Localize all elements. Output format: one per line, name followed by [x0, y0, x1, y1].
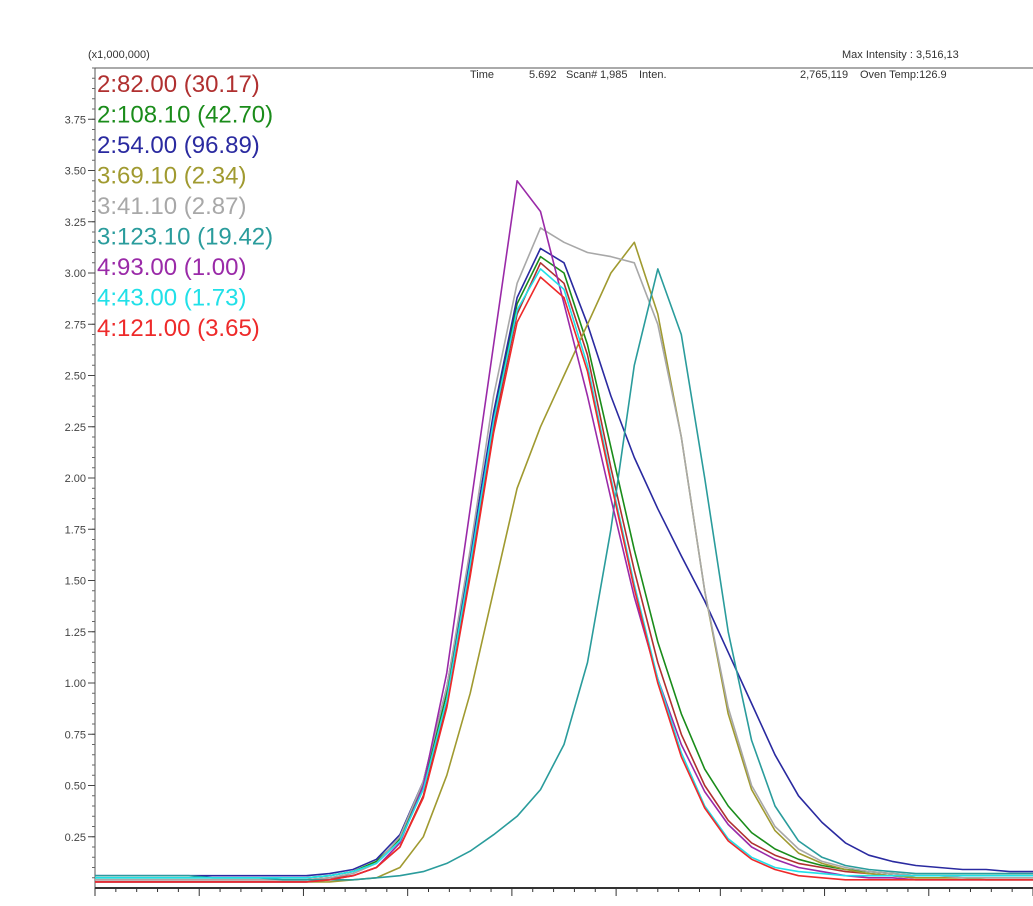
y-tick-label: 1.75	[65, 524, 86, 536]
legend-entry-5: 3:41.10 (2.87)	[97, 193, 246, 220]
oven-temp-label: Oven Temp:126.9	[860, 69, 947, 81]
y-tick-label: 3.25	[65, 217, 86, 229]
scan-label: Scan#	[566, 69, 598, 81]
series-line-2	[95, 255, 1033, 879]
y-axis-ticks: 0.25 0.50 0.75 1.00 1.25 1.50 1.75 2.00 2.25 2.50…	[65, 67, 95, 879]
legend-entry-4: 3:69.10 (2.34)	[97, 163, 246, 190]
y-tick-label: 0.75	[65, 729, 86, 741]
max-intensity-label: Max Intensity : 3,516,13	[842, 49, 959, 61]
series-line-9	[95, 276, 1033, 883]
series-line-3	[95, 247, 1033, 877]
y-tick-label: 1.00	[65, 678, 86, 690]
y-tick-label: 2.25	[65, 422, 86, 434]
series-line-5	[95, 227, 1033, 881]
series-line-1	[95, 261, 1033, 881]
y-tick-label: 0.25	[65, 832, 86, 844]
y-tick-label: 1.50	[65, 576, 86, 588]
y-tick-label: 3.00	[65, 268, 86, 280]
legend-entry-3: 2:54.00 (96.89)	[97, 132, 260, 159]
time-value: 5.692	[529, 69, 557, 81]
y-tick-label: 3.75	[65, 114, 86, 126]
legend-entry-6: 3:123.10 (19.42)	[97, 224, 273, 251]
x-axis-ticks	[94, 888, 1033, 896]
legend-entry-2: 2:108.10 (42.70)	[97, 102, 273, 129]
inten-label: Inten.	[639, 69, 667, 81]
legend: 2:82.00 (30.17) 2:108.10 (42.70) 2:54.00 (…	[97, 71, 273, 342]
y-tick-label: 2.75	[65, 319, 86, 331]
y-tick-label: 1.25	[65, 627, 86, 639]
legend-entry-1: 2:82.00 (30.17)	[97, 71, 260, 98]
series-line-8	[95, 268, 1033, 879]
y-tick-label: 2.50	[65, 371, 86, 383]
legend-entry-8: 4:43.00 (1.73)	[97, 285, 246, 312]
series-line-6	[95, 268, 1033, 881]
y-tick-label: 3.50	[65, 166, 86, 178]
legend-entry-7: 4:93.00 (1.00)	[97, 254, 246, 281]
y-tick-label: 0.50	[65, 781, 86, 793]
series-lines	[95, 180, 1033, 883]
legend-entry-9: 4:121.00 (3.65)	[97, 315, 260, 342]
y-tick-label: 2.00	[65, 473, 86, 485]
y-multiplier-label: (x1,000,000)	[88, 49, 150, 61]
inten-value: 2,765,119	[800, 69, 848, 81]
scan-value: 1,985	[600, 69, 628, 81]
time-label: Time	[470, 69, 494, 81]
